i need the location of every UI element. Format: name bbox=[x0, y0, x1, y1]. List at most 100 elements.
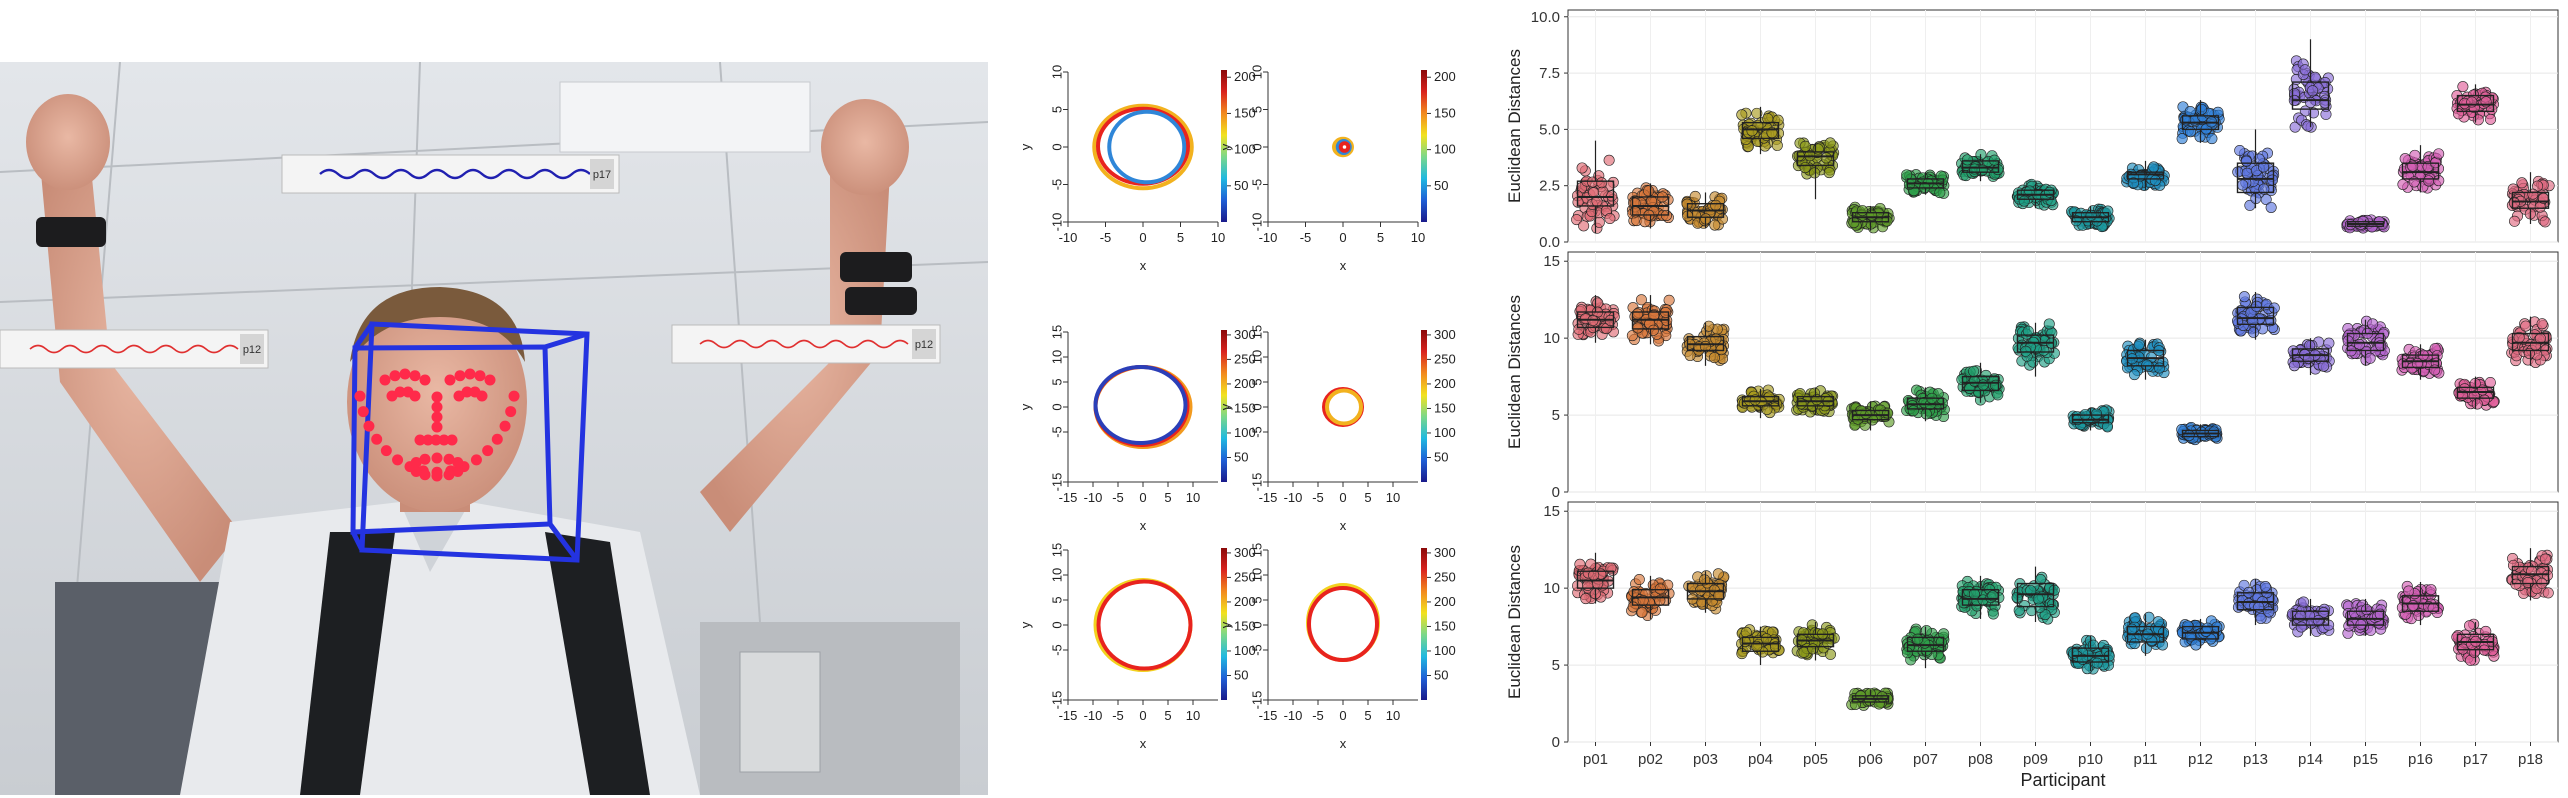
data-point bbox=[2466, 96, 2478, 108]
data-point bbox=[2068, 647, 2080, 659]
data-point bbox=[2152, 616, 2164, 628]
participant-boxplots: 0.0 2.5 5.0 7.5 10.0 Euclidean Distances 0 5 10 1… bbox=[1505, 9, 2559, 790]
colorbar-tick-label: 150 bbox=[1434, 618, 1456, 633]
landmark-point bbox=[438, 434, 450, 446]
y-tick-label: 10 bbox=[1049, 65, 1064, 79]
data-point bbox=[1968, 588, 1980, 600]
x-tick-label: -15 bbox=[1059, 708, 1078, 723]
x-tick-label: -5 bbox=[1100, 230, 1112, 245]
colorbar-tick-label: 100 bbox=[1434, 643, 1456, 658]
colorbar-tick-label: 50 bbox=[1434, 449, 1448, 464]
box-p13 bbox=[2231, 291, 2280, 340]
ceiling-light-panel bbox=[559, 81, 811, 153]
x-tick-label: -10 bbox=[1259, 230, 1278, 245]
trajectory-plot-2: -10 -5 0 5 10 -10 -5 0 5 10 x y 50 100 150 200 bbox=[1218, 65, 1456, 273]
y-tick-label: 0.0 bbox=[1539, 234, 1560, 251]
landmark-point bbox=[470, 454, 482, 466]
y-tick-label: 0 bbox=[1249, 403, 1264, 410]
data-point bbox=[1578, 220, 1590, 232]
box-p13 bbox=[2232, 129, 2280, 213]
y-tick-label: 15 bbox=[1249, 325, 1264, 339]
data-point bbox=[2522, 576, 2534, 588]
y-axis-label: y bbox=[1218, 403, 1233, 410]
x-tick-label: -10 bbox=[1059, 230, 1078, 245]
data-point bbox=[2043, 318, 2055, 330]
data-point bbox=[1632, 322, 1644, 334]
landmark-point bbox=[431, 391, 443, 403]
box-p06 bbox=[1846, 400, 1895, 431]
hair bbox=[350, 287, 525, 362]
landmark-point bbox=[430, 434, 442, 446]
trajectory-path bbox=[1096, 579, 1193, 671]
box-body bbox=[2511, 191, 2550, 209]
landmark-point bbox=[505, 406, 517, 418]
data-point bbox=[2091, 657, 2103, 669]
x-tick-label: p15 bbox=[2353, 751, 2378, 768]
box-body bbox=[1796, 151, 1835, 167]
data-point bbox=[1593, 216, 1605, 228]
box-p04 bbox=[1736, 106, 1785, 155]
data-point bbox=[2307, 85, 2319, 97]
y-axis-label: y bbox=[1218, 621, 1233, 628]
landmark-point bbox=[394, 386, 406, 398]
landmark-point bbox=[446, 434, 458, 446]
landmark-point bbox=[399, 368, 411, 380]
data-point bbox=[2258, 183, 2270, 195]
y-tick-label: 15 bbox=[1049, 543, 1064, 557]
box-p05 bbox=[1791, 385, 1839, 418]
x-tick-label: -5 bbox=[1312, 490, 1324, 505]
data-point bbox=[1882, 407, 1894, 419]
data-point bbox=[2238, 291, 2250, 303]
box-p05 bbox=[1792, 137, 1840, 200]
colorbar-tick-label: 150 bbox=[1434, 400, 1456, 415]
y-tick-label: 10.0 bbox=[1531, 9, 1560, 26]
data-point bbox=[2360, 604, 2372, 616]
data-point bbox=[1712, 568, 1724, 580]
box-p02 bbox=[1626, 182, 1674, 229]
x-tick-label: 0 bbox=[1339, 230, 1346, 245]
colorbar-tick-label: 50 bbox=[1234, 667, 1248, 682]
data-point bbox=[1856, 205, 1868, 217]
data-point bbox=[1771, 139, 1783, 151]
landmark-point bbox=[419, 453, 431, 465]
box-body bbox=[2236, 306, 2275, 326]
box-p02 bbox=[1626, 294, 1675, 347]
trajectory-plot-1: -10 -5 0 5 10 -10 -5 0 5 10 x y 50 100 150 200 bbox=[1018, 65, 1256, 273]
colorbar-tick-label: 100 bbox=[1234, 643, 1256, 658]
landmark-point bbox=[431, 401, 443, 413]
x-tick-label: p12 bbox=[2188, 751, 2213, 768]
y-tick-label: 5 bbox=[1049, 106, 1064, 113]
data-point bbox=[1710, 333, 1722, 345]
landmark-point bbox=[363, 420, 375, 432]
landmark-point bbox=[452, 466, 464, 477]
data-point bbox=[1710, 199, 1722, 211]
data-point bbox=[2133, 339, 2145, 351]
x-axis-label: x bbox=[1140, 736, 1147, 751]
y-tick-label: -10 bbox=[1049, 213, 1064, 232]
trajectory-path bbox=[1338, 141, 1351, 153]
data-point bbox=[2507, 559, 2519, 571]
landmark-point bbox=[508, 390, 520, 402]
data-point bbox=[2516, 177, 2528, 189]
data-point bbox=[1708, 352, 1720, 364]
y-tick-label: -5 bbox=[1049, 426, 1064, 438]
signal-tag-left-label: p12 bbox=[243, 344, 261, 356]
data-point bbox=[1715, 344, 1727, 356]
data-point bbox=[2299, 64, 2311, 76]
data-point bbox=[2433, 148, 2445, 160]
y-axis-label: Euclidean Distances bbox=[1505, 295, 1524, 449]
colorbar-tick-label: 250 bbox=[1234, 351, 1256, 366]
x-tick-label: p03 bbox=[1693, 751, 1718, 768]
landmark-point bbox=[499, 420, 511, 432]
data-point bbox=[1876, 691, 1888, 703]
data-point bbox=[2265, 201, 2277, 213]
y-tick-label: 2.5 bbox=[1539, 178, 1560, 195]
data-point bbox=[1596, 177, 1608, 189]
data-point bbox=[1799, 162, 1811, 174]
landmark-point bbox=[476, 390, 488, 402]
data-point bbox=[2542, 587, 2554, 599]
x-axis-label: x bbox=[1340, 736, 1347, 751]
data-point bbox=[1643, 185, 1655, 197]
data-point bbox=[1604, 213, 1616, 225]
data-point bbox=[2318, 360, 2330, 372]
